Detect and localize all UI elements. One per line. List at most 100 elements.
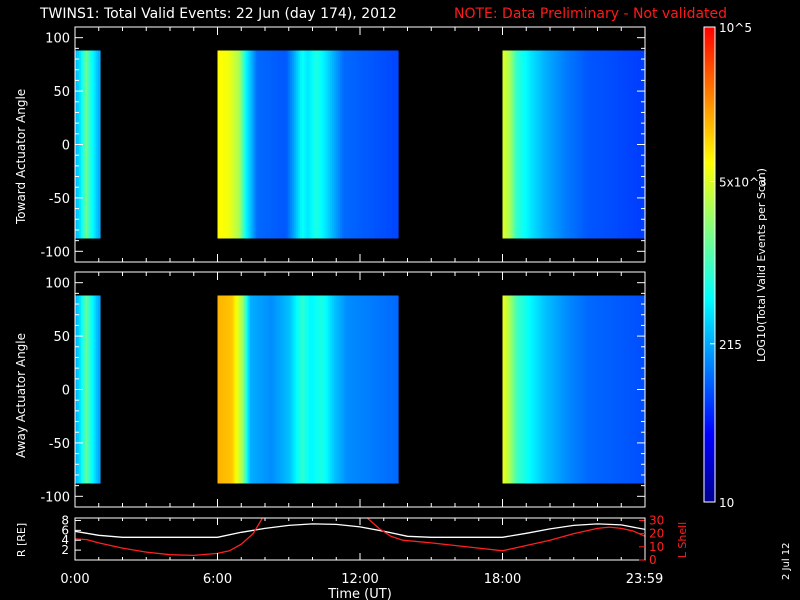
heatmap-cell <box>239 295 243 484</box>
heatmap-cell <box>568 295 572 484</box>
heatmap-cell <box>91 295 95 484</box>
heatmap-cell <box>309 50 313 239</box>
heatmap-cell <box>317 50 321 239</box>
heatmap-cell <box>560 50 564 239</box>
heatmap-cell <box>233 295 237 484</box>
data-block <box>502 295 646 484</box>
left-tick-label: 8 <box>61 513 69 527</box>
heatmap-cell <box>305 295 309 484</box>
toward-heatmap-panel: 100 50 0 -50 -100 <box>40 26 646 263</box>
heatmap-cell <box>219 295 223 484</box>
heatmap-cell <box>285 295 289 484</box>
colorbar-tick-label: 5x10^3 <box>719 175 767 189</box>
x-tick-label: 0:00 <box>60 572 89 587</box>
heatmap-cell <box>570 295 574 484</box>
heatmap-cell <box>632 295 636 484</box>
heatmap-cell <box>293 50 297 239</box>
heatmap-cell <box>512 295 516 484</box>
right-tick-label: 30 <box>649 513 664 527</box>
heatmap-cell <box>225 295 229 484</box>
y-tick-label: 50 <box>53 85 70 100</box>
heatmap-cell <box>289 295 293 484</box>
heatmap-cell <box>313 295 317 484</box>
heatmap-cell <box>554 295 558 484</box>
heatmap-cell <box>325 50 329 239</box>
heatmap-cell <box>353 50 357 239</box>
heatmap-cell <box>287 295 291 484</box>
heatmap-cell <box>602 295 606 484</box>
heatmap-cell <box>257 295 261 484</box>
heatmap-cell <box>512 50 516 239</box>
heatmap-cell <box>325 295 329 484</box>
heatmap-cell <box>578 295 582 484</box>
heatmap-cell <box>586 50 590 239</box>
heatmap-cell <box>299 50 303 239</box>
heatmap-cell <box>219 50 223 239</box>
heatmap-cell <box>562 295 566 484</box>
heatmap-cell <box>273 50 277 239</box>
heatmap-cell <box>548 295 552 484</box>
heatmap-cell <box>614 50 618 239</box>
heatmap-cell <box>598 295 602 484</box>
heatmap-cell <box>255 50 259 239</box>
y-tick-label: 0 <box>62 384 70 399</box>
heatmap-cell <box>339 50 343 239</box>
heatmap-cell <box>287 50 291 239</box>
y-tick-label: 100 <box>45 277 70 292</box>
heatmap-cell <box>520 50 524 239</box>
heatmap-cell <box>291 50 295 239</box>
heatmap-cell <box>267 50 271 239</box>
away-heatmap-panel: 100 50 0 -50 -100 <box>40 271 646 508</box>
heatmap-cell <box>225 50 229 239</box>
heatmap-cell <box>91 50 95 239</box>
heatmap-cell <box>231 295 235 484</box>
heatmap-cell <box>610 50 614 239</box>
heatmap-cell <box>315 50 319 239</box>
heatmap-cell <box>291 295 295 484</box>
data-block <box>217 50 399 239</box>
heatmap-cell <box>337 295 341 484</box>
series-line-r <box>75 523 645 538</box>
heatmap-cell <box>566 50 570 239</box>
heatmap-cell <box>229 50 233 239</box>
heatmap-cell <box>574 295 578 484</box>
heatmap-cell <box>265 295 269 484</box>
heatmap-cell <box>367 50 371 239</box>
heatmap-cell <box>622 50 626 239</box>
heatmap-cell <box>247 295 251 484</box>
heatmap-cell <box>524 50 528 239</box>
heatmap-cell <box>590 295 594 484</box>
heatmap-cell <box>223 295 227 484</box>
heatmap-cell <box>385 295 389 484</box>
heatmap-cell <box>317 295 321 484</box>
heatmap-cell <box>508 50 512 239</box>
heatmap-cell <box>538 295 542 484</box>
heatmap-cell <box>592 295 596 484</box>
heatmap-cell <box>237 295 241 484</box>
heatmap-cell <box>556 295 560 484</box>
heatmap-cell <box>257 50 261 239</box>
heatmap-cell <box>293 295 297 484</box>
heatmap-cell <box>592 50 596 239</box>
left-axis-label: R [RE] <box>15 523 28 557</box>
heatmap-cell <box>528 295 532 484</box>
heatmap-cell <box>235 50 239 239</box>
heatmap-cell <box>345 50 349 239</box>
heatmap-cell <box>323 295 327 484</box>
heatmap-cell <box>632 50 636 239</box>
heatmap-cell <box>333 295 337 484</box>
heatmap-cell <box>217 295 221 484</box>
heatmap-cell <box>594 295 598 484</box>
heatmap-cell <box>516 50 520 239</box>
heatmap-cell <box>327 295 331 484</box>
heatmap-cell <box>363 50 367 239</box>
heatmap-cell <box>564 50 568 239</box>
y-tick-label: 50 <box>53 330 70 345</box>
heatmap-cell <box>628 295 632 484</box>
x-tick-label: 18:00 <box>484 572 521 587</box>
heatmap-cell <box>351 50 355 239</box>
heatmap-cell <box>580 50 584 239</box>
heatmap-cell <box>221 50 225 239</box>
heatmap-cell <box>624 50 628 239</box>
x-axis-label: Time (UT) <box>327 587 392 600</box>
